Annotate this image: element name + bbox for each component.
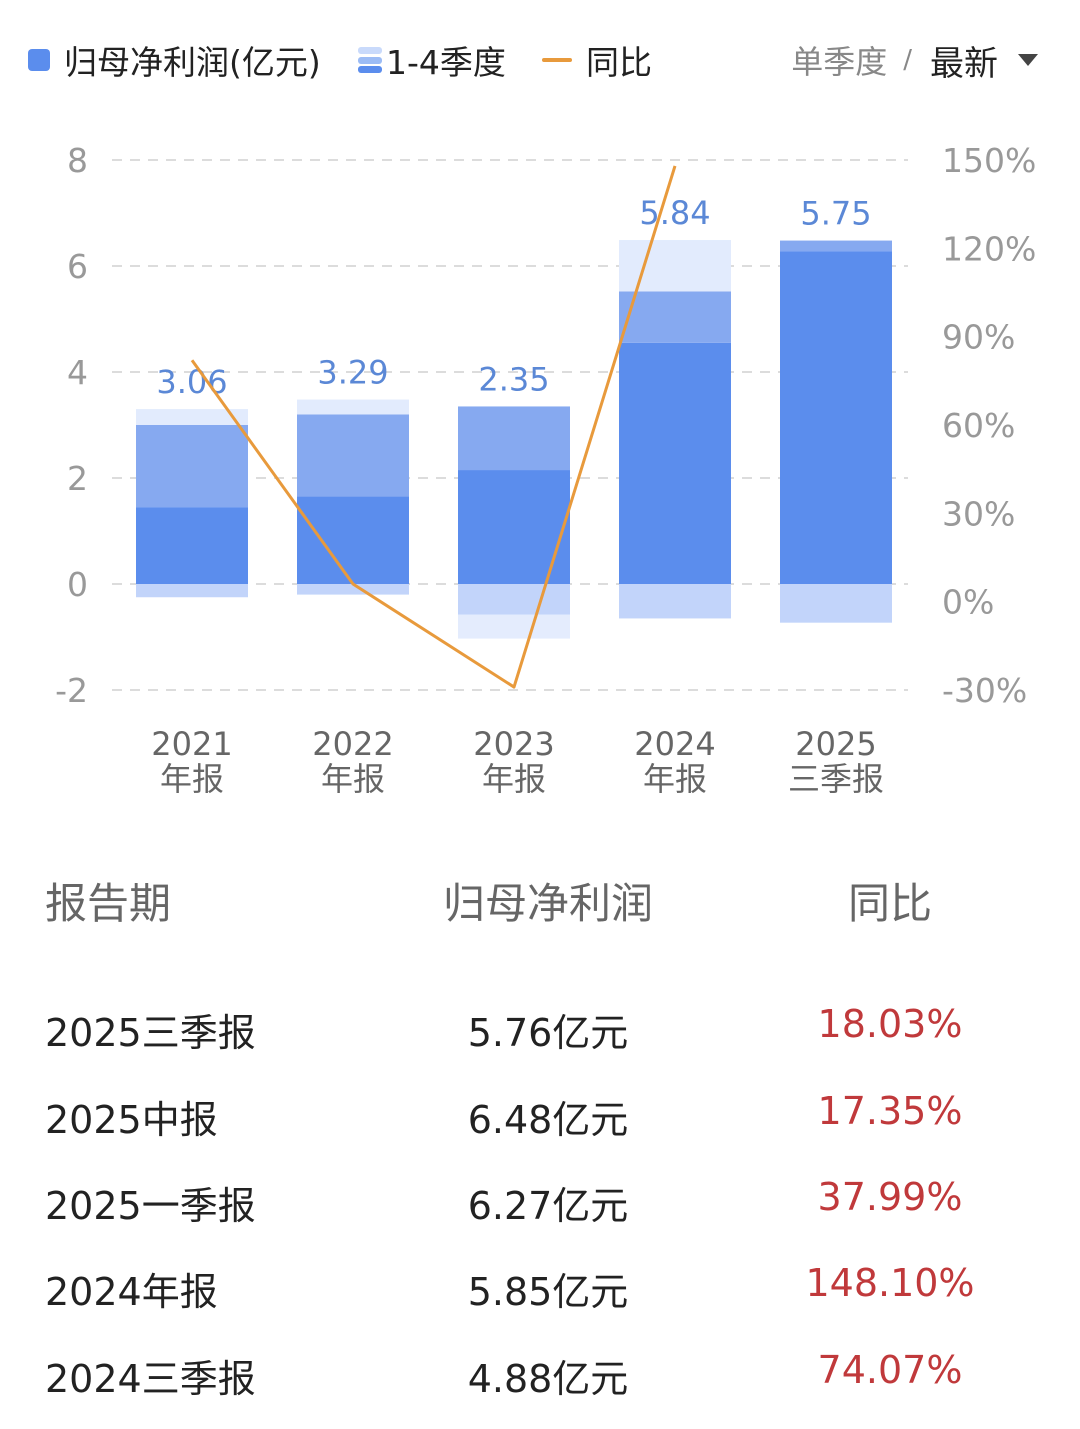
y-right-tick-label: 30% [942,494,1015,533]
bar-segment [136,425,248,508]
x-tick-period-label: 三季报 [788,760,884,798]
x-tick-period-label: 年报 [482,760,546,798]
bar-negative-segment [619,584,731,619]
bar-segment [458,470,570,584]
header-yoy: 同比 [847,879,933,928]
bar-segment [297,496,409,584]
period-cell: 2024三季报 [45,1357,256,1401]
period-mode-selector[interactable]: 单季度 / 最新 [791,30,1038,90]
table-row[interactable]: 2025中报 6.48亿元 17.35% [0,1089,1080,1149]
y-left-tick-label: 4 [67,353,88,392]
legend-item-yoy[interactable]: 同比 [542,30,652,90]
bar-value-label: 2.35 [478,360,549,398]
yoy-cell: 18.03% [817,1002,963,1046]
yoy-cell: 148.10% [805,1261,975,1305]
bar-value-label: 3.29 [317,354,388,392]
mode-latest[interactable]: 最新 [930,43,998,84]
legend-item-quarters[interactable]: 1-4季度 [358,30,506,90]
stacked-layers-icon [358,47,382,73]
bar-segment [136,409,248,425]
x-tick-period-label: 年报 [321,760,385,798]
y-right-tick-label: 0% [942,583,994,622]
period-cell: 2025三季报 [45,1011,256,1055]
bar-value-label: 5.75 [800,195,871,233]
y-right-tick-label: 60% [942,406,1015,445]
yoy-line [190,165,677,689]
x-tick-year-label: 2021 [151,725,232,763]
y-right-tick-label: -30% [942,671,1027,710]
x-tick-period-label: 年报 [160,760,224,798]
profit-cell: 5.76亿元 [467,1011,629,1055]
y-left-tick-label: 6 [67,247,88,286]
bar-segment [297,414,409,497]
period-cell: 2025一季报 [45,1184,256,1228]
legend-item-profit[interactable]: 归母净利润(亿元) [28,30,321,90]
legend-label-profit: 归母净利润(亿元) [64,43,321,82]
period-cell: 2025中报 [45,1098,218,1142]
bar-segment [458,406,570,471]
x-tick-year-label: 2024 [634,725,715,763]
bar-segment [780,251,892,584]
yoy-cell: 74.07% [817,1348,963,1392]
y-right-tick-label: 120% [942,229,1036,268]
bar-segment [136,507,248,584]
profit-cell: 5.85亿元 [467,1270,629,1314]
y-right-tick-label: 90% [942,318,1015,357]
x-tick-year-label: 2023 [473,725,554,763]
bar-segment [297,399,409,415]
solid-square-icon [28,49,50,71]
legend-label-quarters: 1-4季度 [386,43,506,82]
header-profit: 归母净利润 [442,879,654,928]
mode-single-quarter[interactable]: 单季度 [791,43,888,81]
bar-negative-segment [136,584,248,598]
yoy-cell: 37.99% [817,1175,963,1219]
table-row[interactable]: 2024三季报 4.88亿元 74.07% [0,1348,1080,1408]
y-right-tick-label: 150% [942,141,1036,180]
table-row[interactable]: 2025三季报 5.76亿元 18.03% [0,1002,1080,1062]
mode-separator: / [903,45,912,75]
y-left-tick-label: 8 [67,141,88,180]
bar-value-label: 5.84 [639,194,710,232]
x-tick-year-label: 2022 [312,725,393,763]
y-left-tick-label: 2 [67,459,88,498]
bar-negative-segment [458,614,570,639]
y-left-tick-label: 0 [67,565,88,604]
yoy-cell: 17.35% [817,1089,963,1133]
bar-negative-segment [780,584,892,623]
bar-segment [619,240,731,292]
header-period: 报告期 [45,879,172,928]
profit-cell: 6.48亿元 [467,1098,629,1142]
profit-cell: 4.88亿元 [467,1357,629,1401]
bar-negative-segment [458,584,570,615]
chart-legend: 归母净利润(亿元) 1-4季度 同比 单季度 / 最新 [28,30,1060,90]
x-tick-year-label: 2025 [795,725,876,763]
chevron-down-icon[interactable] [1018,54,1038,66]
bar-segment [619,342,731,584]
y-left-tick-label: -2 [55,671,88,710]
period-cell: 2024年报 [45,1270,218,1314]
profit-cell: 6.27亿元 [467,1184,629,1228]
x-tick-period-label: 年报 [643,760,707,798]
line-icon [542,58,572,62]
bar-segment [619,291,731,343]
table-row[interactable]: 2024年报 5.85亿元 148.10% [0,1261,1080,1321]
bar-segment [780,240,892,252]
bar-negative-segment [297,584,409,595]
legend-label-yoy: 同比 [586,43,652,82]
table-row[interactable]: 2025一季报 6.27亿元 37.99% [0,1175,1080,1235]
